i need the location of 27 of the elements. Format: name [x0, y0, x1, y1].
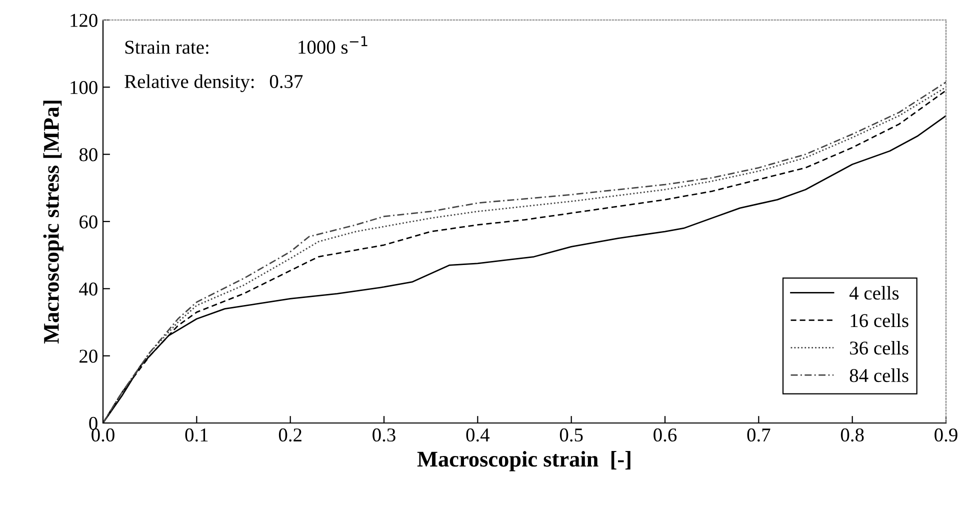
annotation: 1000 s$^{−1}$ — [298, 36, 368, 54]
x-tick-label: 0.5 — [560, 428, 583, 442]
x-tick-label: 0.1 — [185, 428, 208, 442]
x-tick-label: 0.2 — [278, 428, 302, 442]
x-tick-label: 0.3 — [372, 428, 396, 442]
y-tick-label: 40 — [79, 282, 98, 296]
legend-label: 84 cells — [850, 368, 908, 382]
legend-label: 36 cells — [850, 340, 908, 355]
y-tick-label: 60 — [80, 215, 98, 228]
x-tick-label: 0.6 — [654, 428, 677, 442]
annotation: 0.37 — [270, 74, 303, 88]
y-tick-label: 0 — [89, 416, 98, 430]
x-tick-label: 0.0 — [92, 428, 114, 442]
x-tick-label: 0.9 — [934, 428, 958, 442]
legend-label: 16 cells — [850, 313, 908, 328]
legend-label: 4 cells — [849, 286, 899, 300]
x-tick-label: 0.8 — [840, 428, 864, 442]
y-tick-label: 100 — [70, 80, 98, 94]
x-tick-label: 0.7 — [747, 428, 770, 442]
y-tick-label: 120 — [70, 14, 98, 27]
annotation: Relative density: — [124, 74, 254, 92]
annotation: Strain rate: — [125, 40, 208, 54]
y-axis-title: Macroscopic stress [MPa] — [43, 100, 64, 344]
y-tick-label: 80 — [79, 148, 98, 162]
y-tick-label: 20 — [80, 350, 98, 363]
x-tick-label: 0.4 — [466, 428, 490, 442]
x-axis-title: Macroscopic strain [-] — [417, 451, 630, 472]
